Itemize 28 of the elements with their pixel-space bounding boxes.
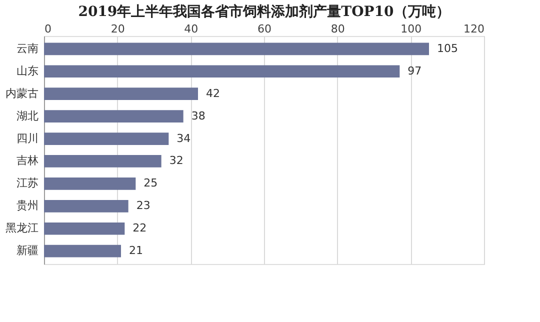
x-tick-label: 0 (44, 22, 52, 36)
y-tick-label: 云南 (16, 42, 38, 55)
x-tick-label: 120 (464, 22, 484, 36)
x-tick-label: 40 (184, 22, 198, 36)
x-tick-label: 20 (110, 22, 125, 36)
data-label: 22 (132, 222, 147, 235)
y-tick-label: 四川 (16, 132, 38, 145)
data-label: 34 (176, 132, 191, 145)
data-label: 38 (191, 109, 206, 122)
y-tick-label: 湖北 (16, 109, 38, 122)
x-tick-label: 100 (400, 22, 422, 36)
x-tick-label: 80 (330, 22, 345, 36)
y-tick-label: 贵州 (16, 199, 38, 212)
data-label: 42 (206, 86, 220, 100)
data-label: 25 (144, 176, 158, 190)
y-tick-label: 江苏 (16, 176, 38, 190)
data-label: 32 (169, 154, 184, 168)
data-label: 21 (129, 244, 143, 258)
y-tick-label: 吉林 (16, 154, 38, 168)
y-tick-label: 黑龙江 (6, 222, 38, 235)
y-tick-label: 内蒙古 (6, 86, 38, 100)
y-tick-label: 新疆 (16, 244, 38, 258)
data-label: 105 (437, 42, 458, 55)
chart-title: 2019年上半年我国各省市饲料添加剂产量TOP10（万吨） (78, 3, 450, 20)
data-label: 23 (136, 199, 150, 212)
data-label: 97 (408, 64, 422, 78)
y-tick-label: 山东 (16, 64, 38, 78)
x-tick-label: 60 (258, 22, 272, 36)
